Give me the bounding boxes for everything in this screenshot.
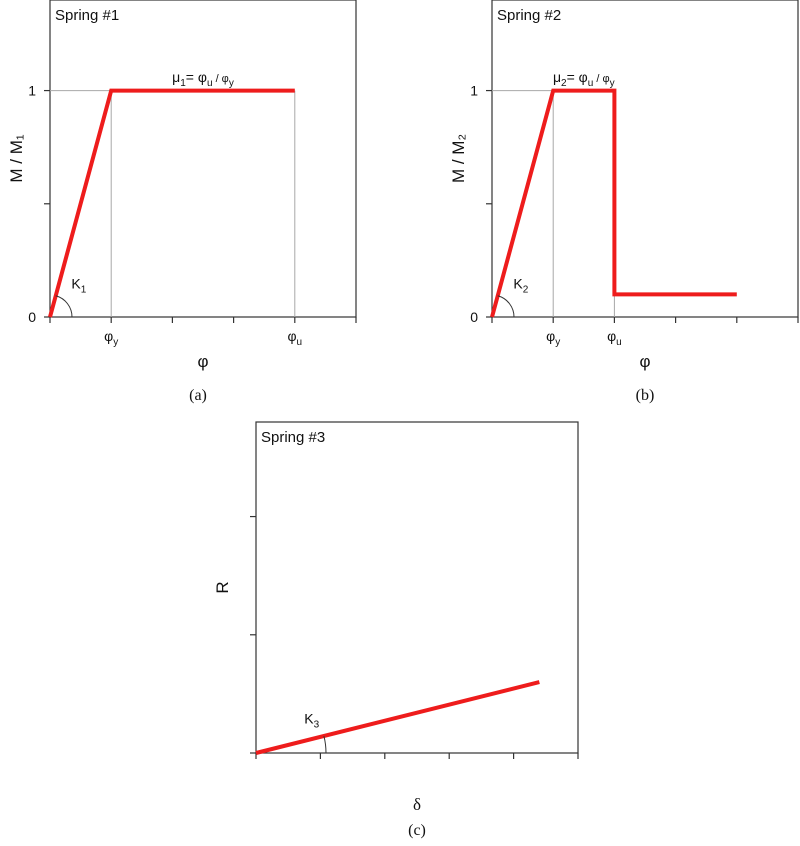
y-axis-label: M / M₁ <box>7 134 26 182</box>
panel-caption: (b) <box>636 387 655 404</box>
y-axis-label: M / M₂ <box>449 134 468 183</box>
x-axis-label: φ <box>197 352 208 371</box>
chart-title: Spring #3 <box>261 429 325 446</box>
stiffness-angle-arc <box>497 295 515 318</box>
y-tick-label: 1 <box>28 83 36 99</box>
panel-caption: (c) <box>408 822 426 839</box>
x-tick-label: φy <box>104 328 118 348</box>
x-tick-label: φy <box>546 328 560 348</box>
stiffness-label: K3 <box>304 710 319 730</box>
stiffness-label: K2 <box>513 275 528 295</box>
ductility-ratio-label: μ2= φu / φy <box>553 69 615 89</box>
plot-frame <box>49 0 357 318</box>
plot-frame <box>491 0 799 318</box>
series-line <box>48 88 295 318</box>
x-axis-label: δ <box>413 795 421 814</box>
y-tick-label: 0 <box>470 309 478 325</box>
stiffness-angle-arc <box>55 295 73 318</box>
panel-c: K3 Spring #3 δ R (c) <box>213 421 579 839</box>
chart-title: Spring #2 <box>497 7 561 24</box>
panel-a: K1 Spring #1 φy φu 0 1 φ M / M₁ μ1= φu / φy (a) <box>7 0 357 404</box>
ductility-ratio-label: μ1= φu / φy <box>172 69 234 89</box>
chart-title: Spring #1 <box>55 7 119 24</box>
series-line <box>255 680 540 755</box>
stiffness-angle-arc <box>323 735 327 754</box>
x-axis-label: φ <box>639 352 650 371</box>
panel-b: K2 Spring #2 φy φu 0 1 φ M / M₂ μ2= φu / φy (b) <box>449 0 799 404</box>
y-axis-label: R <box>213 581 232 593</box>
plot-frame <box>255 421 579 754</box>
y-tick-label: 0 <box>28 309 36 325</box>
series-line <box>490 88 737 318</box>
x-tick-label: φu <box>287 328 302 348</box>
y-tick-label: 1 <box>470 83 478 99</box>
panel-caption: (a) <box>189 387 207 404</box>
x-tick-label: φu <box>607 328 622 348</box>
stiffness-label: K1 <box>71 275 86 295</box>
